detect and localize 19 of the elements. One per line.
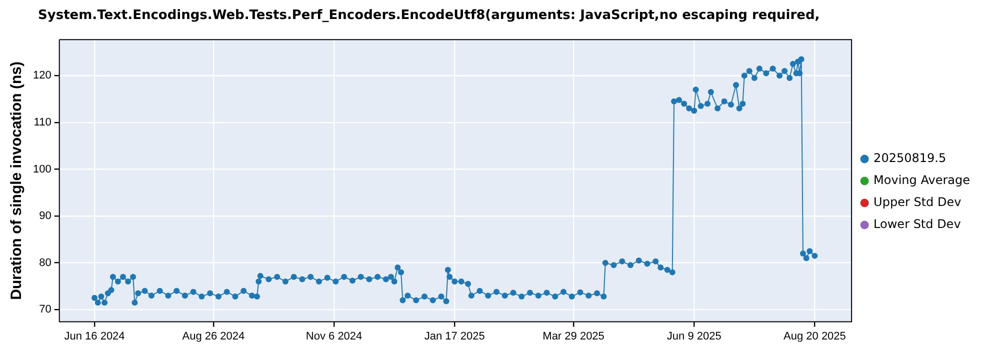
x-tick-label: Jun 16 2024	[64, 330, 125, 342]
legend-label: Lower Std Dev	[874, 217, 961, 232]
x-tick-label: Aug 20 2025	[784, 330, 846, 342]
x-tick-label: Jan 17 2025	[424, 330, 485, 342]
y-tick-label: 100	[32, 163, 52, 176]
x-tick-label: Jun 9 2025	[666, 330, 722, 342]
y-tick-label: 90	[39, 210, 52, 222]
legend-label: Upper Std Dev	[874, 195, 962, 210]
x-tick-label: Nov 6 2024	[306, 330, 362, 342]
x-tick-label: Aug 26 2024	[182, 330, 245, 342]
chart-title: System.Text.Encodings.Web.Tests.Perf_Encoders.EncodeUtf8(arguments: JavaScript,no escaping required,	[38, 8, 820, 23]
legend-label: Moving Average	[874, 173, 970, 188]
legend-label: 20250819.5	[874, 151, 946, 166]
y-tick-label: 120	[32, 70, 52, 82]
x-tick-label: Mar 29 2025	[542, 330, 604, 342]
y-tick-label: 110	[34, 116, 52, 128]
y-axis-title: Duration of single invocation (ns)	[8, 62, 26, 300]
y-tick-label: 80	[39, 256, 52, 269]
y-tick-label: 70	[39, 304, 52, 316]
